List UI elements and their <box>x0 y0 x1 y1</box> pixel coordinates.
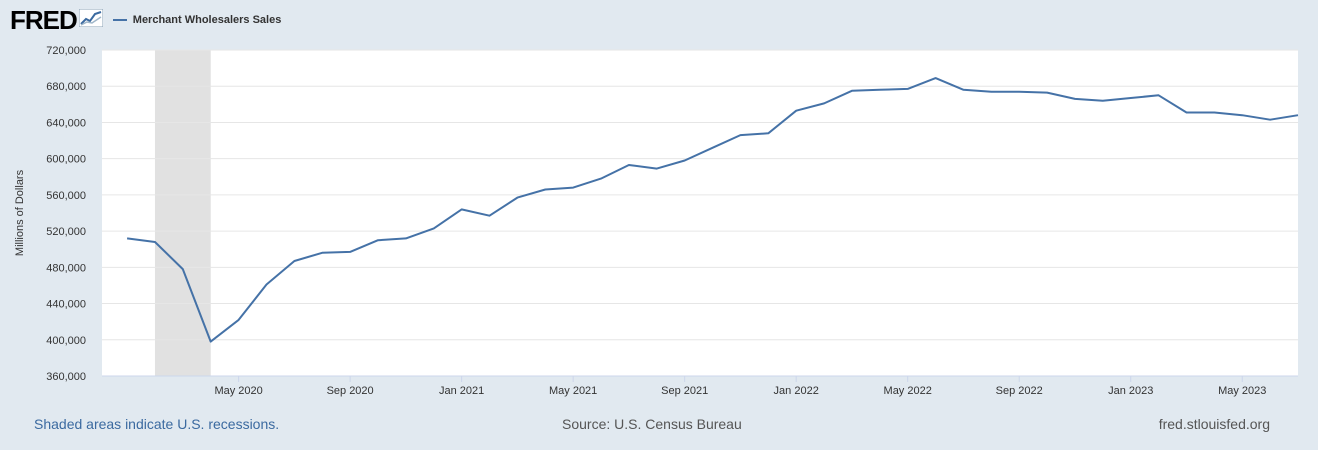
y-tick-label: 440,000 <box>46 299 86 311</box>
y-axis-label: Millions of Dollars <box>14 169 26 256</box>
y-tick-label: 560,000 <box>46 190 86 202</box>
y-tick-label: 680,000 <box>46 81 86 93</box>
plot-background <box>102 50 1298 376</box>
series-group <box>126 77 1299 343</box>
y-tick-label: 640,000 <box>46 117 86 129</box>
x-tick-label: Sep 2022 <box>996 385 1043 397</box>
series-line <box>126 77 1299 343</box>
legend-series-label: Merchant Wholesalers Sales <box>132 14 282 26</box>
y-tick-label: 360,000 <box>46 371 86 383</box>
chart-legend: Merchant Wholesalers Sales <box>112 14 282 26</box>
site-link[interactable]: fred.stlouisfed.org <box>1158 416 1270 432</box>
line-chart: 360,000 400,000 440,000 480,000 520,000 560,0… <box>14 45 1299 397</box>
x-tick-label: Jan 2021 <box>439 385 484 397</box>
x-tick-label: May 2022 <box>884 385 932 397</box>
y-tick-label: 400,000 <box>46 335 86 347</box>
y-tick-label: 480,000 <box>46 262 86 274</box>
y-tick-label: 600,000 <box>46 154 86 166</box>
y-tick-label: 520,000 <box>46 226 86 238</box>
logo-text: FRED <box>10 5 78 35</box>
x-tick-label: Sep 2021 <box>661 385 708 397</box>
x-tick-label: May 2021 <box>549 385 597 397</box>
x-tick-label: Jan 2022 <box>774 385 819 397</box>
y-tick-label: 720,000 <box>46 45 86 57</box>
x-tick-label: May 2023 <box>1218 385 1266 397</box>
recession-note: Shaded areas indicate U.S. recessions. <box>34 416 280 432</box>
legend-swatch <box>112 19 127 21</box>
x-axis-ticks: May 2020 Sep 2020 Jan 2021 May 2021 Sep 2021… <box>102 375 1298 397</box>
x-tick-label: May 2020 <box>214 385 262 397</box>
source-note: Source: U.S. Census Bureau <box>562 416 742 432</box>
y-axis-ticks: 360,000 400,000 440,000 480,000 520,000 560,0… <box>46 45 86 383</box>
x-tick-label: Jan 2023 <box>1108 385 1153 397</box>
recession-shading <box>154 50 211 376</box>
chart-header: FRED Merchant Wholesalers Sales <box>10 6 281 34</box>
x-tick-label: Sep 2020 <box>327 385 374 397</box>
recession-band <box>154 50 211 376</box>
